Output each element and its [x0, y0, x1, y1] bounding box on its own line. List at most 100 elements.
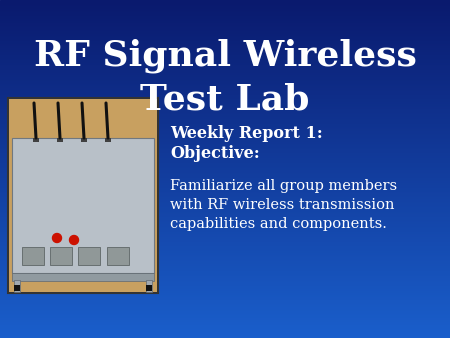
Bar [0, 73, 450, 74]
Bar [0, 313, 450, 314]
Bar [0, 4, 450, 5]
Bar [0, 259, 450, 260]
Bar [0, 167, 450, 168]
Text: Test Lab: Test Lab [140, 83, 310, 117]
Bar [0, 217, 450, 218]
Bar [0, 187, 450, 188]
Bar [0, 318, 450, 319]
Bar [0, 181, 450, 182]
Bar [0, 227, 450, 228]
Bar [81, 138, 87, 142]
Bar [0, 270, 450, 271]
Bar [0, 173, 450, 174]
Bar [0, 135, 450, 136]
Bar [0, 168, 450, 169]
Bar [0, 265, 450, 266]
Bar [0, 146, 450, 147]
Bar [0, 294, 450, 295]
Bar [0, 297, 450, 298]
Bar [0, 20, 450, 21]
Text: Weekly Report 1:: Weekly Report 1: [170, 124, 323, 142]
Bar [0, 189, 450, 190]
Bar [0, 90, 450, 91]
Bar [0, 13, 450, 14]
Bar [0, 93, 450, 94]
Bar [0, 47, 450, 48]
Bar [0, 285, 450, 286]
Bar [0, 236, 450, 237]
Bar [0, 307, 450, 308]
Bar [0, 113, 450, 114]
Bar [0, 23, 450, 24]
Bar [0, 141, 450, 142]
Bar [0, 196, 450, 197]
Bar [0, 21, 450, 22]
Bar [0, 38, 450, 39]
Bar [0, 225, 450, 226]
Bar [0, 7, 450, 8]
Bar [0, 162, 450, 163]
Bar [0, 336, 450, 337]
Bar [0, 147, 450, 148]
Bar [0, 278, 450, 279]
Bar [0, 84, 450, 85]
Bar [0, 211, 450, 212]
Bar [0, 238, 450, 239]
Bar [0, 324, 450, 325]
Bar [0, 200, 450, 201]
Bar [0, 177, 450, 178]
Bar [0, 213, 450, 214]
Bar [0, 99, 450, 100]
Bar [0, 78, 450, 79]
Bar [0, 224, 450, 225]
Bar [14, 280, 20, 292]
Bar [0, 110, 450, 111]
Bar [0, 55, 450, 56]
Bar [0, 219, 450, 220]
Bar [146, 280, 152, 292]
Bar [0, 210, 450, 211]
Bar [0, 304, 450, 305]
Bar [0, 326, 450, 327]
Bar [0, 46, 450, 47]
Bar [0, 42, 450, 43]
Bar [0, 266, 450, 267]
Bar [0, 3, 450, 4]
Bar [0, 119, 450, 120]
Bar [0, 149, 450, 150]
Bar [0, 252, 450, 253]
Bar [0, 71, 450, 72]
Bar [0, 91, 450, 92]
Bar [0, 325, 450, 326]
Bar [0, 17, 450, 18]
Bar [0, 283, 450, 284]
Bar [0, 296, 450, 297]
Bar [0, 2, 450, 3]
Bar [0, 305, 450, 306]
Bar [0, 218, 450, 219]
Bar [0, 50, 450, 51]
Bar [0, 281, 450, 282]
Bar [0, 192, 450, 193]
Bar [0, 156, 450, 157]
Bar [0, 89, 450, 90]
Bar [0, 122, 450, 123]
Bar [0, 231, 450, 232]
Text: Familiarize all group members: Familiarize all group members [170, 179, 397, 193]
Bar [0, 321, 450, 322]
Bar [0, 183, 450, 184]
Bar [0, 272, 450, 273]
Bar [0, 289, 450, 290]
Bar [0, 70, 450, 71]
Bar [0, 206, 450, 207]
Bar [0, 127, 450, 128]
Bar [0, 234, 450, 235]
Bar [0, 108, 450, 109]
Bar [0, 295, 450, 296]
Bar [0, 26, 450, 27]
Bar [0, 56, 450, 57]
Bar [0, 190, 450, 191]
Bar [0, 58, 450, 59]
Bar [0, 128, 450, 129]
Bar [14, 285, 20, 291]
